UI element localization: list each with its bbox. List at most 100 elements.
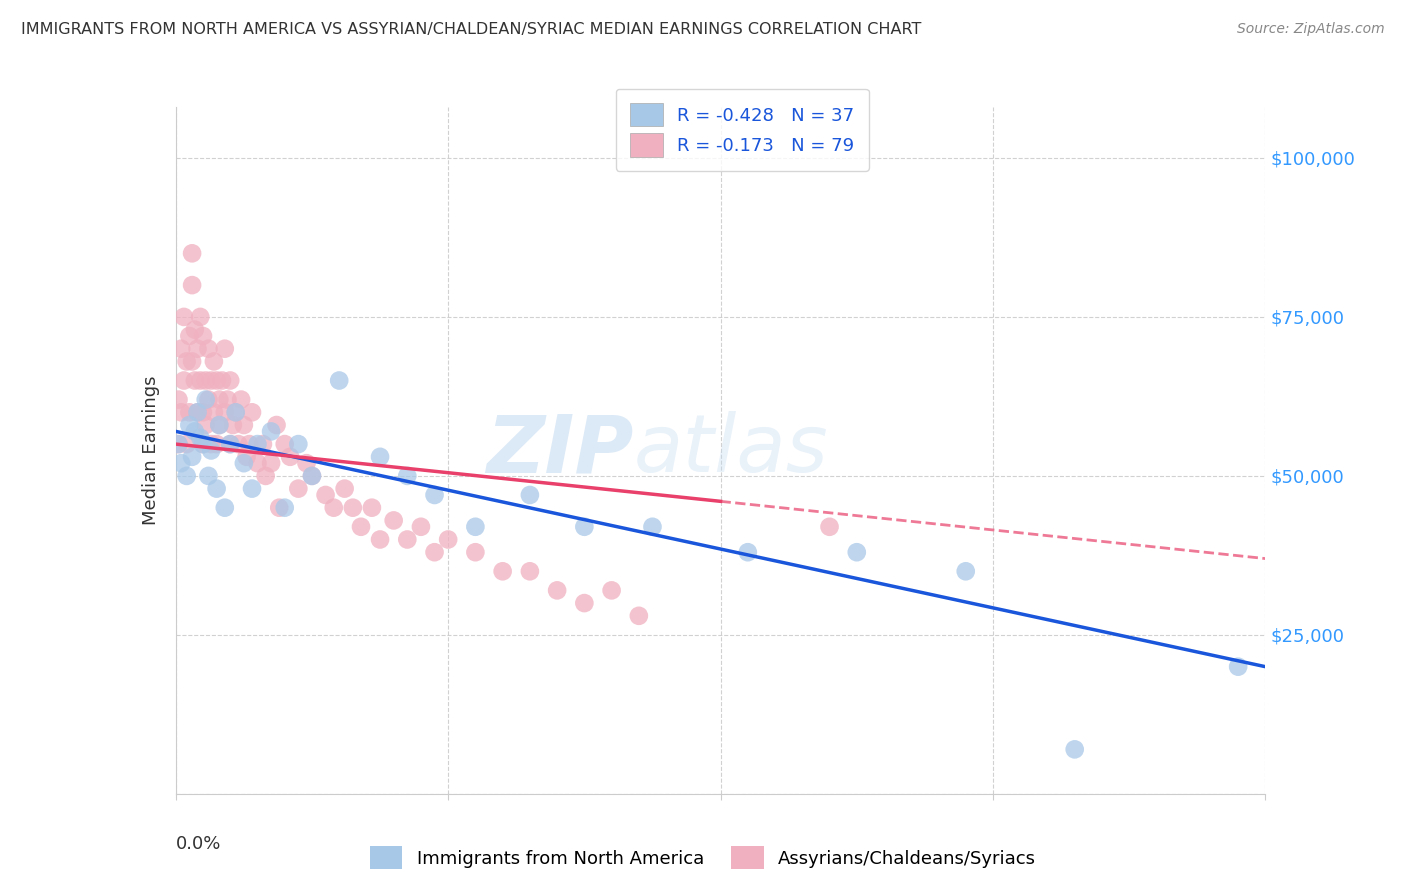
Point bbox=[197, 469, 219, 483]
Point bbox=[396, 469, 419, 483]
Point bbox=[205, 374, 228, 388]
Point bbox=[845, 545, 868, 559]
Point bbox=[301, 469, 323, 483]
Point bbox=[191, 329, 214, 343]
Point bbox=[197, 342, 219, 356]
Point bbox=[519, 564, 541, 578]
Point bbox=[181, 246, 204, 260]
Point bbox=[219, 437, 242, 451]
Point bbox=[184, 374, 207, 388]
Point bbox=[333, 482, 356, 496]
Point bbox=[181, 278, 204, 293]
Point bbox=[228, 437, 250, 451]
Point bbox=[464, 520, 486, 534]
Point bbox=[246, 437, 269, 451]
Point bbox=[167, 437, 190, 451]
Point bbox=[184, 425, 207, 439]
Y-axis label: Median Earnings: Median Earnings bbox=[142, 376, 160, 525]
Point bbox=[214, 500, 236, 515]
Point bbox=[176, 469, 198, 483]
Point bbox=[188, 374, 211, 388]
Point bbox=[254, 469, 277, 483]
Point bbox=[238, 437, 260, 451]
Point bbox=[179, 417, 201, 432]
Point bbox=[225, 405, 247, 419]
Point bbox=[208, 417, 231, 432]
Point bbox=[197, 392, 219, 407]
Text: atlas: atlas bbox=[633, 411, 828, 490]
Point bbox=[200, 374, 222, 388]
Point bbox=[382, 513, 405, 527]
Point bbox=[274, 437, 297, 451]
Point bbox=[240, 482, 263, 496]
Point bbox=[205, 482, 228, 496]
Point bbox=[211, 374, 233, 388]
Point bbox=[235, 450, 257, 464]
Point bbox=[240, 405, 263, 419]
Text: ZIP: ZIP bbox=[486, 411, 633, 490]
Point bbox=[191, 405, 214, 419]
Point bbox=[360, 500, 382, 515]
Text: IMMIGRANTS FROM NORTH AMERICA VS ASSYRIAN/CHALDEAN/SYRIAC MEDIAN EARNINGS CORREL: IMMIGRANTS FROM NORTH AMERICA VS ASSYRIA… bbox=[21, 22, 921, 37]
Point bbox=[173, 374, 195, 388]
Point bbox=[492, 564, 515, 578]
Point bbox=[232, 417, 254, 432]
Point bbox=[214, 405, 236, 419]
Point bbox=[231, 392, 253, 407]
Point bbox=[574, 520, 596, 534]
Point bbox=[315, 488, 337, 502]
Point bbox=[737, 545, 759, 559]
Point bbox=[627, 608, 650, 623]
Point bbox=[176, 354, 198, 368]
Point bbox=[546, 583, 568, 598]
Point bbox=[295, 456, 318, 470]
Point bbox=[396, 533, 419, 547]
Point bbox=[519, 488, 541, 502]
Point bbox=[219, 437, 242, 451]
Point bbox=[342, 500, 364, 515]
Point bbox=[278, 450, 301, 464]
Point bbox=[208, 392, 231, 407]
Point bbox=[191, 437, 214, 451]
Point bbox=[266, 417, 288, 432]
Point bbox=[170, 342, 193, 356]
Point bbox=[167, 392, 190, 407]
Point bbox=[409, 520, 432, 534]
Point bbox=[1227, 659, 1250, 673]
Legend: Immigrants from North America, Assyrians/Chaldeans/Syriacs: Immigrants from North America, Assyrians… bbox=[361, 838, 1045, 879]
Point bbox=[301, 469, 323, 483]
Point bbox=[186, 405, 209, 419]
Point bbox=[200, 443, 222, 458]
Point bbox=[269, 500, 291, 515]
Point bbox=[219, 374, 242, 388]
Point bbox=[170, 456, 193, 470]
Point bbox=[252, 437, 274, 451]
Point bbox=[464, 545, 486, 559]
Point bbox=[184, 323, 207, 337]
Point bbox=[1063, 742, 1085, 756]
Point bbox=[328, 374, 350, 388]
Point bbox=[368, 450, 391, 464]
Point bbox=[818, 520, 841, 534]
Point bbox=[287, 437, 309, 451]
Point bbox=[186, 342, 209, 356]
Legend: R = -0.428   N = 37, R = -0.173   N = 79: R = -0.428 N = 37, R = -0.173 N = 79 bbox=[616, 88, 869, 171]
Point bbox=[179, 405, 201, 419]
Point bbox=[955, 564, 977, 578]
Point bbox=[188, 310, 211, 324]
Point bbox=[200, 437, 222, 451]
Text: Source: ZipAtlas.com: Source: ZipAtlas.com bbox=[1237, 22, 1385, 37]
Point bbox=[322, 500, 344, 515]
Point bbox=[423, 488, 446, 502]
Point bbox=[222, 417, 245, 432]
Point bbox=[194, 417, 217, 432]
Point bbox=[191, 437, 214, 451]
Point bbox=[260, 425, 283, 439]
Point bbox=[217, 392, 239, 407]
Point bbox=[287, 482, 309, 496]
Point bbox=[208, 417, 231, 432]
Point bbox=[350, 520, 373, 534]
Point bbox=[574, 596, 596, 610]
Point bbox=[181, 450, 204, 464]
Point bbox=[260, 456, 283, 470]
